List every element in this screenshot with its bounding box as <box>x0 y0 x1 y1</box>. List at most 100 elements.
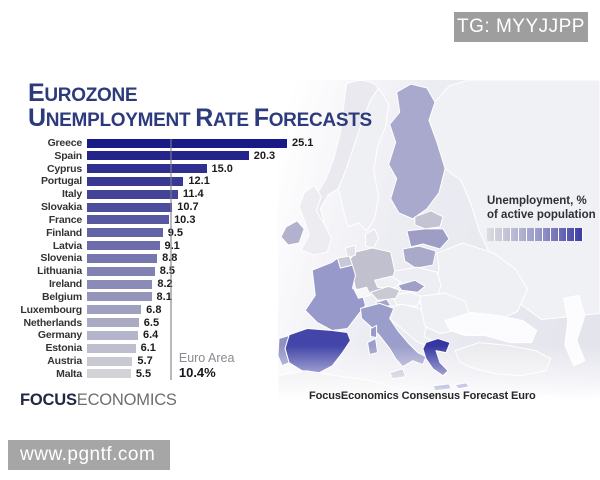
watermark-bottom-left: www.pgntf.com <box>8 440 170 470</box>
bar-row: Cyprus 15.0 <box>16 163 326 175</box>
bar-row: Latvia 9.1 <box>16 240 326 252</box>
bar-value: 8.1 <box>156 290 172 303</box>
map-country-greece <box>422 338 451 377</box>
bar-value: 11.4 <box>182 188 204 201</box>
map-country-estonia <box>414 210 444 230</box>
map-region-balkans <box>382 303 432 347</box>
map-country-lithuania <box>402 245 437 269</box>
chart-title: Eurozone Unemployment Rate Forecasts <box>28 82 377 133</box>
map-country-ireland <box>280 220 305 246</box>
bar-value: 6.4 <box>142 329 159 342</box>
bar-label: Estonia <box>45 342 82 355</box>
bar-label: Malta <box>56 367 82 380</box>
bar-value: 20.3 <box>253 149 276 162</box>
europe-map-svg <box>278 80 600 412</box>
map-country-latvia <box>406 228 450 250</box>
bar-label: Austria <box>47 355 82 368</box>
bar-value: 6.5 <box>143 316 160 329</box>
bar-label: Portugal <box>41 175 82 188</box>
map-country-portugal <box>278 335 290 367</box>
bar <box>87 369 131 379</box>
bar <box>87 241 160 251</box>
bar <box>87 305 142 315</box>
map-country-netherlands <box>344 244 356 259</box>
title-line-2: Unemployment Rate Forecasts <box>28 104 372 132</box>
bar-value: 5.7 <box>137 355 153 368</box>
bar <box>87 215 170 225</box>
bar-label: Spain <box>54 149 82 162</box>
logo-bold-part: FOCUS <box>20 391 77 409</box>
bar <box>87 189 178 199</box>
map-country-france <box>304 257 367 332</box>
title-line-1: Eurozone <box>28 79 138 107</box>
bar <box>87 330 138 340</box>
bar-row: Slovakia 10.7 <box>16 201 326 213</box>
map-island-cyprus <box>454 382 470 390</box>
map-region-north-africa <box>278 370 600 412</box>
bar-value: 6.1 <box>140 342 156 355</box>
bar-value: 12.1 <box>188 175 210 188</box>
map-country-uk <box>298 185 332 256</box>
bar-label: Slovenia <box>40 252 82 265</box>
map-island-sicily <box>389 368 407 380</box>
bar-label: Latvia <box>52 239 82 252</box>
map-country-slovakia <box>397 279 426 293</box>
map-sea-black <box>444 311 538 344</box>
legend-gradient-bar <box>487 228 583 241</box>
bar-label: France <box>48 213 82 226</box>
bar <box>87 202 173 212</box>
bar-row: Estonia 6.1 <box>16 342 326 354</box>
unemployment-bar-chart: Euro Area 10.4% Greece 25.1 Spain 20.3 Cypru… <box>16 137 326 380</box>
legend-title-line-2: of active population <box>487 209 596 221</box>
bar-value: 8.8 <box>162 252 177 264</box>
logo-light-part: ECONOMICS <box>76 391 177 409</box>
bar-label: Germany <box>37 329 82 342</box>
map-country-finland <box>388 83 446 220</box>
bar-row: Spain 20.3 <box>16 150 326 162</box>
bar-row: Luxembourg 6.8 <box>16 304 326 316</box>
map-country-austria <box>370 285 401 301</box>
bar-label: Greece <box>47 137 83 149</box>
euro-area-reference-line: Euro Area 10.4% <box>169 139 234 380</box>
bar <box>87 266 155 276</box>
bar-row: Slovenia 8.8 <box>16 252 326 264</box>
bar <box>87 138 287 148</box>
bar-value: 15.0 <box>211 162 233 175</box>
bar-label: Luxembourg <box>20 303 82 316</box>
map-country-switzerland <box>353 286 372 299</box>
map-country-hungary <box>391 291 423 307</box>
map-island-corsica <box>370 324 378 339</box>
bar-row: France 10.3 <box>16 214 326 226</box>
bar <box>87 228 163 238</box>
bar-value: 25.1 <box>292 137 314 149</box>
bar <box>87 292 152 302</box>
euro-area-label: Euro Area 10.4% <box>178 351 235 380</box>
bar <box>87 176 184 186</box>
bar <box>87 318 139 328</box>
bar-value: 10.7 <box>177 201 199 214</box>
map-island-sardinia <box>367 338 379 356</box>
bar <box>87 279 153 289</box>
europe-map <box>278 80 600 412</box>
map-country-sweden <box>337 87 390 232</box>
bar-row: Austria 5.7 <box>16 355 326 367</box>
bar-value: 6.8 <box>146 303 162 316</box>
bar-label: Slovakia <box>40 201 82 214</box>
bar-value: 5.5 <box>135 367 152 380</box>
map-sea-caspian <box>563 294 586 367</box>
bar-value: 8.2 <box>157 278 173 291</box>
bar <box>87 151 249 161</box>
bar-row: Netherlands 6.5 <box>16 317 326 329</box>
map-caption: FocusEconomics Consensus Forecast Euro <box>309 390 536 402</box>
bar-label: Lithuania <box>37 265 82 278</box>
focuseconomics-logo: FOCUSECONOMICS <box>20 391 177 410</box>
bar <box>87 356 133 366</box>
bar <box>87 164 207 174</box>
bar-row: Italy 11.4 <box>16 188 326 200</box>
bar <box>87 343 136 353</box>
watermark-top-right: TG: MYYJJPP <box>454 12 588 42</box>
map-country-denmark <box>365 228 380 249</box>
bar-value: 8.5 <box>159 265 176 278</box>
legend-title-line-1: Unemployment, % <box>487 195 587 207</box>
map-country-turkey <box>454 342 552 377</box>
